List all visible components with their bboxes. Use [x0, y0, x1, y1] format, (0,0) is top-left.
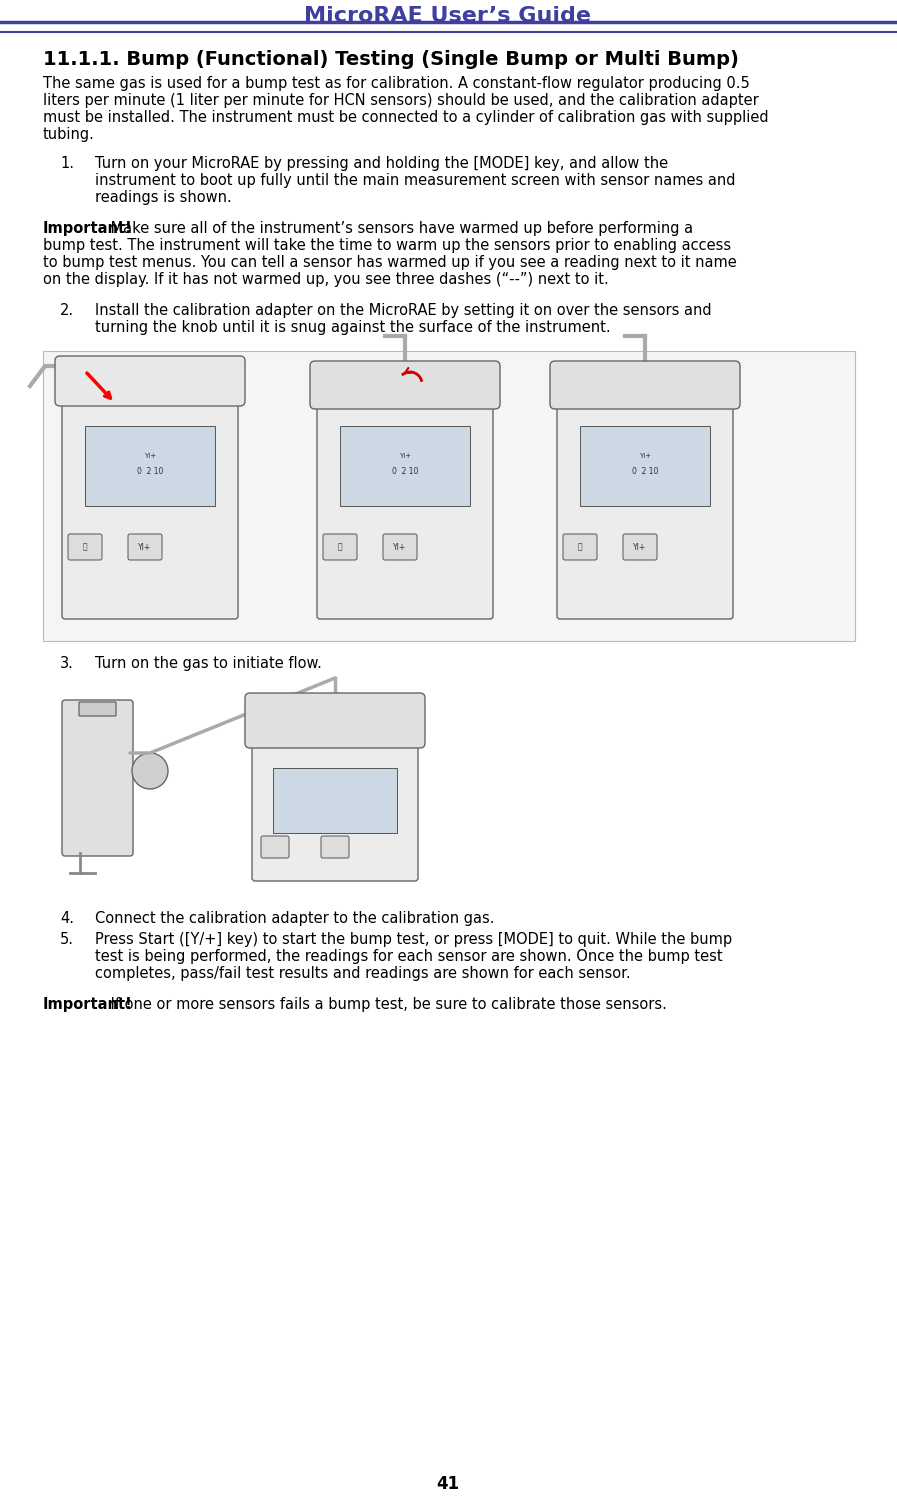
Text: YI+: YI+: [639, 453, 651, 459]
FancyBboxPatch shape: [383, 534, 417, 560]
Text: Make sure all of the instrument’s sensors have warmed up before performing a: Make sure all of the instrument’s sensor…: [106, 221, 693, 236]
FancyBboxPatch shape: [245, 692, 425, 748]
Text: ⓘ: ⓘ: [337, 542, 343, 551]
FancyBboxPatch shape: [62, 700, 133, 856]
Circle shape: [132, 752, 168, 789]
Text: 11.1.1. Bump (Functional) Testing (Single Bump or Multi Bump): 11.1.1. Bump (Functional) Testing (Singl…: [43, 50, 739, 69]
Text: 3.: 3.: [60, 656, 74, 671]
FancyBboxPatch shape: [261, 835, 289, 858]
Text: test is being performed, the readings for each sensor are shown. Once the bump t: test is being performed, the readings fo…: [95, 950, 723, 965]
Text: tubing.: tubing.: [43, 126, 95, 141]
Text: If one or more sensors fails a bump test, be sure to calibrate those sensors.: If one or more sensors fails a bump test…: [106, 996, 666, 1011]
FancyBboxPatch shape: [317, 363, 493, 619]
Text: YI+: YI+: [144, 453, 156, 459]
Text: 41: 41: [437, 1475, 459, 1493]
FancyBboxPatch shape: [623, 534, 657, 560]
Text: must be installed. The instrument must be connected to a cylinder of calibration: must be installed. The instrument must b…: [43, 110, 769, 125]
Text: MicroRAE User’s Guide: MicroRAE User’s Guide: [304, 6, 591, 26]
Text: Important!: Important!: [43, 221, 133, 236]
Text: 0  2 10: 0 2 10: [137, 467, 163, 476]
FancyBboxPatch shape: [321, 835, 349, 858]
Text: ⓘ: ⓘ: [83, 542, 87, 551]
FancyBboxPatch shape: [55, 357, 245, 406]
Text: Turn on your MicroRAE by pressing and holding the [MODE] key, and allow the: Turn on your MicroRAE by pressing and ho…: [95, 157, 668, 172]
Text: turning the knob until it is snug against the surface of the instrument.: turning the knob until it is snug agains…: [95, 321, 611, 336]
Text: liters per minute (1 liter per minute for HCN sensors) should be used, and the c: liters per minute (1 liter per minute fo…: [43, 93, 759, 108]
Text: YI+: YI+: [633, 542, 647, 551]
Text: Press Start ([Y/+] key) to start the bump test, or press [MODE] to quit. While t: Press Start ([Y/+] key) to start the bum…: [95, 932, 732, 947]
FancyBboxPatch shape: [252, 695, 418, 880]
Bar: [273, 768, 397, 832]
Bar: [340, 426, 470, 506]
FancyBboxPatch shape: [563, 534, 597, 560]
Text: 4.: 4.: [60, 911, 74, 926]
FancyBboxPatch shape: [62, 363, 238, 619]
FancyBboxPatch shape: [310, 361, 500, 409]
Text: 5.: 5.: [60, 932, 74, 947]
Text: 0  2 10: 0 2 10: [392, 467, 418, 476]
Text: Important!: Important!: [43, 996, 133, 1011]
Text: YI+: YI+: [138, 542, 152, 551]
Text: Install the calibration adapter on the MicroRAE by setting it on over the sensor: Install the calibration adapter on the M…: [95, 303, 711, 318]
FancyBboxPatch shape: [550, 361, 740, 409]
Text: 1.: 1.: [60, 157, 74, 172]
Bar: [580, 426, 710, 506]
Text: completes, pass/fail test results and readings are shown for each sensor.: completes, pass/fail test results and re…: [95, 966, 631, 981]
FancyBboxPatch shape: [323, 534, 357, 560]
Text: 2.: 2.: [60, 303, 74, 318]
Bar: [85, 426, 215, 506]
Text: The same gas is used for a bump test as for calibration. A constant-flow regulat: The same gas is used for a bump test as …: [43, 75, 750, 90]
Text: Connect the calibration adapter to the calibration gas.: Connect the calibration adapter to the c…: [95, 911, 494, 926]
FancyBboxPatch shape: [557, 363, 733, 619]
Text: to bump test menus. You can tell a sensor has warmed up if you see a reading nex: to bump test menus. You can tell a senso…: [43, 254, 736, 269]
Text: YI+: YI+: [399, 453, 411, 459]
FancyBboxPatch shape: [68, 534, 102, 560]
Text: on the display. If it has not warmed up, you see three dashes (“--”) next to it.: on the display. If it has not warmed up,…: [43, 272, 609, 287]
Text: Turn on the gas to initiate flow.: Turn on the gas to initiate flow.: [95, 656, 322, 671]
Text: instrument to boot up fully until the main measurement screen with sensor names : instrument to boot up fully until the ma…: [95, 173, 736, 188]
Bar: [43, 351, 855, 641]
Text: bump test. The instrument will take the time to warm up the sensors prior to ena: bump test. The instrument will take the …: [43, 238, 731, 253]
Text: readings is shown.: readings is shown.: [95, 190, 231, 205]
Text: ⓘ: ⓘ: [578, 542, 582, 551]
Text: YI+: YI+: [394, 542, 406, 551]
FancyBboxPatch shape: [79, 701, 116, 716]
FancyBboxPatch shape: [128, 534, 162, 560]
Text: 0  2 10: 0 2 10: [631, 467, 658, 476]
